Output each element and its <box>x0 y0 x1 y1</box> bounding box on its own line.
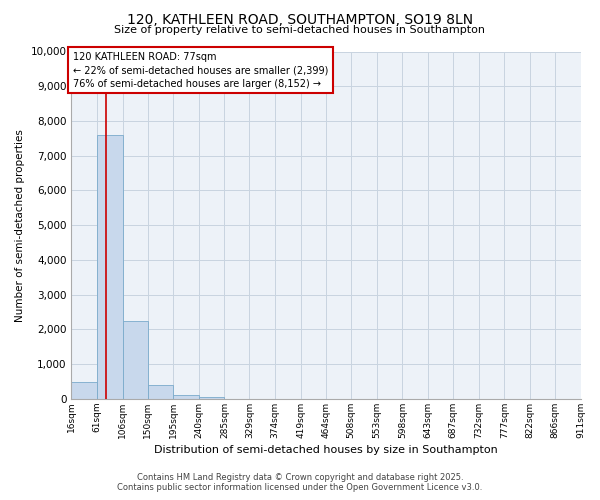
Bar <box>97 135 122 399</box>
X-axis label: Distribution of semi-detached houses by size in Southampton: Distribution of semi-detached houses by … <box>154 445 498 455</box>
Bar <box>199 397 224 399</box>
Bar <box>148 385 173 399</box>
Text: 120 KATHLEEN ROAD: 77sqm
← 22% of semi-detached houses are smaller (2,399)
76% o: 120 KATHLEEN ROAD: 77sqm ← 22% of semi-d… <box>73 52 328 88</box>
Text: Contains HM Land Registry data © Crown copyright and database right 2025.
Contai: Contains HM Land Registry data © Crown c… <box>118 473 482 492</box>
Y-axis label: Number of semi-detached properties: Number of semi-detached properties <box>15 129 25 322</box>
Bar <box>71 382 97 399</box>
Bar <box>122 320 148 399</box>
Text: 120, KATHLEEN ROAD, SOUTHAMPTON, SO19 8LN: 120, KATHLEEN ROAD, SOUTHAMPTON, SO19 8L… <box>127 12 473 26</box>
Bar <box>173 396 199 399</box>
Text: Size of property relative to semi-detached houses in Southampton: Size of property relative to semi-detach… <box>115 25 485 35</box>
